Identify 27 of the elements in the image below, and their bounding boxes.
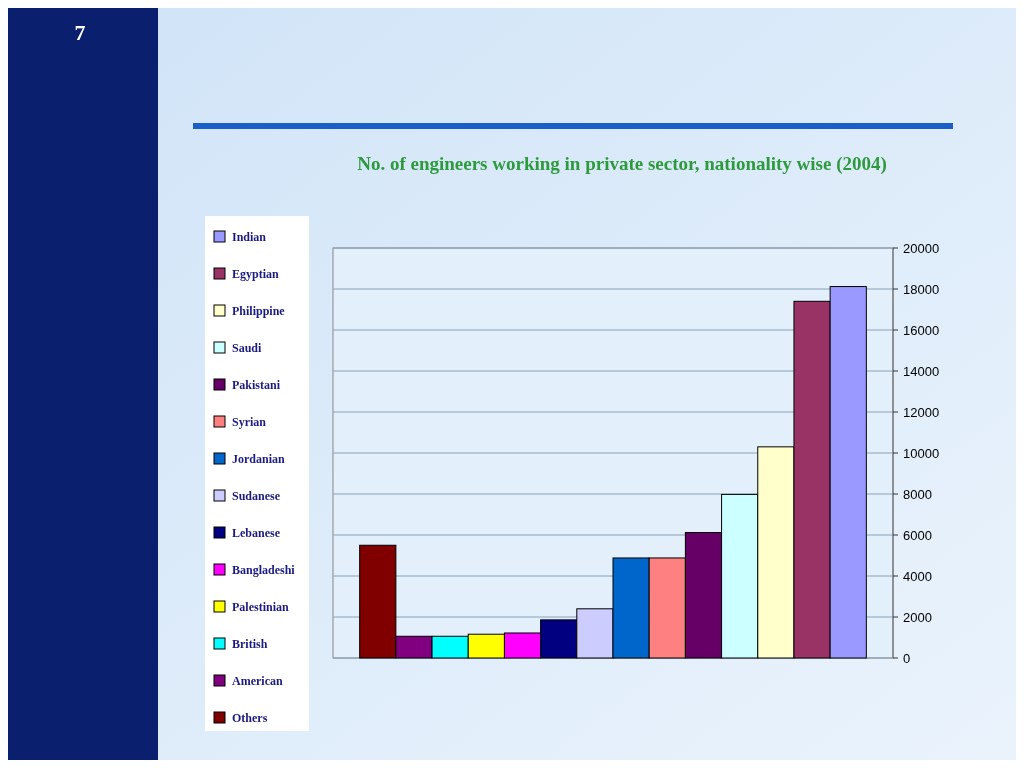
- y-tick-label: 10000: [903, 445, 940, 461]
- legend-label: Lebanese: [232, 526, 281, 541]
- y-tick-label: 16000: [903, 322, 940, 338]
- legend-label: Egyptian: [232, 267, 280, 282]
- y-tick-label: 8000: [903, 486, 932, 502]
- y-tick-label: 12000: [903, 404, 940, 420]
- chart-title: No. of engineers working in private sector, nationality wise (2004): [357, 153, 887, 175]
- y-tick-label: 20000: [903, 240, 940, 256]
- legend-label: Pakistani: [232, 378, 281, 393]
- y-tick-label: 4000: [903, 568, 932, 584]
- text: 7: [74, 20, 86, 45]
- legend-label: American: [232, 674, 283, 689]
- legend-label: Syrian: [232, 415, 267, 430]
- legend-label: Saudi: [232, 341, 263, 356]
- legend-label: Philippine: [232, 304, 286, 319]
- legend-label: British: [232, 637, 268, 652]
- legend-label: Others: [232, 711, 268, 726]
- legend-label: Indian: [232, 230, 267, 245]
- legend-label: Palestinian: [232, 600, 289, 615]
- y-tick-label: 0: [903, 650, 911, 666]
- y-tick-label: 18000: [903, 281, 940, 297]
- legend-label: Sudanese: [232, 489, 281, 504]
- y-tick-label: 6000: [903, 527, 932, 543]
- y-tick-label: 14000: [903, 363, 940, 379]
- legend-label: Jordanian: [232, 452, 286, 467]
- y-tick-label: 2000: [903, 609, 932, 625]
- legend-label: Bangladeshi: [232, 563, 296, 578]
